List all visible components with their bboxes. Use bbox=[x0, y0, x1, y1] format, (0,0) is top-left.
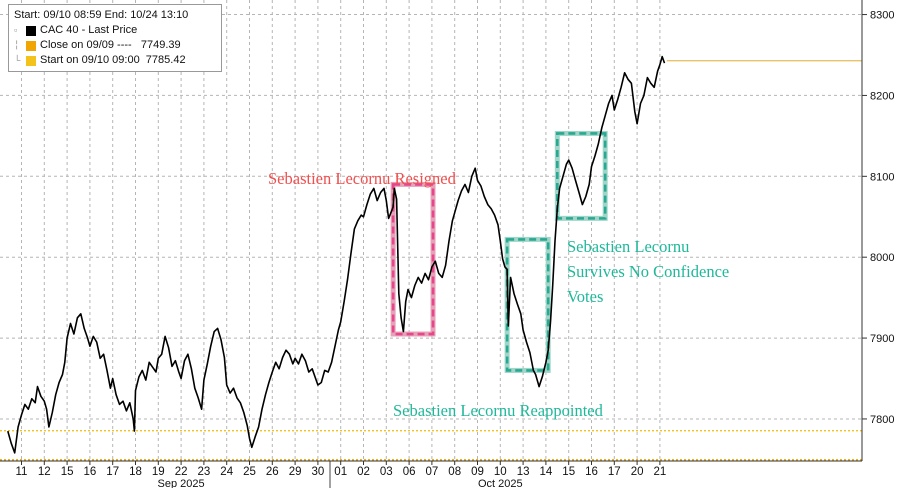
x-tick-label: 16 bbox=[84, 466, 97, 478]
legend-swatch bbox=[26, 55, 36, 66]
x-tick-label: 10 bbox=[494, 466, 507, 478]
tree-icon: └ bbox=[14, 55, 21, 65]
x-month-label: Sep 2025 bbox=[158, 478, 205, 488]
x-tick-label: 12 bbox=[38, 466, 51, 478]
legend-item-close: ╎ Close on 09/09 ---- 7749.39 bbox=[14, 38, 216, 53]
annotation-box bbox=[555, 132, 607, 220]
x-tick-label: 24 bbox=[220, 466, 233, 478]
y-axis-ticks: 7800 7900 8000 8100 8200 8300 bbox=[862, 10, 894, 426]
legend-item-label: Close on 09/09 ---- 7749.39 bbox=[40, 39, 181, 51]
reference-lines bbox=[0, 59, 862, 461]
x-tick-label: 19 bbox=[152, 466, 165, 478]
tree-icon: ╎ bbox=[14, 40, 20, 50]
x-tick-label: 02 bbox=[357, 466, 370, 478]
x-tick-label: 20 bbox=[631, 466, 644, 478]
x-tick-label: 22 bbox=[175, 466, 188, 478]
x-tick-label: 26 bbox=[266, 466, 279, 478]
annotation-boxes bbox=[390, 130, 608, 373]
annotation-box bbox=[505, 238, 550, 372]
y-tick-label: 7800 bbox=[870, 414, 894, 426]
annotation-box-outline bbox=[390, 181, 436, 337]
annotation-box-outline bbox=[504, 236, 551, 373]
legend-swatch bbox=[26, 40, 36, 51]
x-tick-label: 06 bbox=[403, 466, 416, 478]
x-axis-ticks: 11 12 15 16 17 18 19 22 23 24 25 26 29 30 01 02 03 06 07 08… bbox=[16, 461, 667, 478]
axes bbox=[0, 0, 863, 488]
annotation-box bbox=[391, 183, 435, 336]
gridlines bbox=[0, 0, 862, 461]
legend-header: Start: 09/10 08:59 End: 10/24 13:10 bbox=[14, 8, 216, 23]
y-tick-label: 8300 bbox=[870, 10, 894, 22]
tree-icon: ▫ bbox=[14, 25, 18, 35]
x-tick-label: 11 bbox=[16, 466, 28, 478]
x-tick-label: 15 bbox=[562, 466, 575, 478]
x-tick-label: 30 bbox=[312, 466, 325, 478]
legend-header-text: Start: 09/10 08:59 End: 10/24 13:10 bbox=[14, 9, 189, 21]
y-tick-label: 8000 bbox=[870, 252, 894, 264]
legend-swatch bbox=[26, 25, 36, 36]
x-tick-label: 23 bbox=[198, 466, 211, 478]
y-tick-label: 8200 bbox=[870, 90, 894, 102]
x-tick-label: 17 bbox=[106, 466, 119, 478]
x-tick-label: 18 bbox=[129, 466, 142, 478]
x-tick-label: 15 bbox=[61, 466, 74, 478]
annotation-survives-line: Votes bbox=[567, 287, 604, 306]
x-tick-label: 29 bbox=[289, 466, 302, 478]
x-tick-label: 16 bbox=[585, 466, 598, 478]
x-tick-label: 14 bbox=[540, 466, 553, 478]
x-tick-label: 25 bbox=[243, 466, 256, 478]
x-tick-label: 21 bbox=[654, 466, 667, 478]
annotation-survives-line: Survives No Confidence bbox=[567, 262, 730, 281]
legend-item-start: └ Start on 09/10 09:00 7785.42 bbox=[14, 53, 216, 68]
x-tick-label: 08 bbox=[448, 466, 461, 478]
annotation-survives: Sebastien Lecornu Survives No Confidence… bbox=[567, 234, 729, 309]
annotation-reappointed: Sebastien Lecornu Reappointed bbox=[393, 401, 603, 420]
x-tick-label: 07 bbox=[426, 466, 439, 478]
x-tick-label: 03 bbox=[380, 466, 393, 478]
legend-item-label: Start on 09/10 09:00 7785.42 bbox=[40, 54, 186, 66]
y-tick-label: 7900 bbox=[870, 333, 894, 345]
legend: Start: 09/10 08:59 End: 10/24 13:10 ▫ CA… bbox=[8, 4, 222, 72]
annotation-resigned: Sebastien Lecornu Resigned bbox=[268, 169, 456, 188]
x-axis-month-labels: Sep 2025 Oct 2025 bbox=[158, 478, 523, 488]
x-month-label: Oct 2025 bbox=[478, 478, 523, 488]
cac40-price-line bbox=[7, 55, 666, 454]
legend-item-cac40: ▫ CAC 40 - Last Price bbox=[14, 23, 216, 38]
x-tick-label: 17 bbox=[608, 466, 621, 478]
x-tick-label: 13 bbox=[517, 466, 530, 478]
x-tick-label: 01 bbox=[334, 466, 347, 478]
y-tick-label: 8100 bbox=[870, 171, 894, 183]
annotation-survives-line: Sebastien Lecornu bbox=[567, 237, 690, 256]
legend-item-label: CAC 40 - Last Price bbox=[40, 24, 138, 36]
x-tick-label: 09 bbox=[471, 466, 484, 478]
